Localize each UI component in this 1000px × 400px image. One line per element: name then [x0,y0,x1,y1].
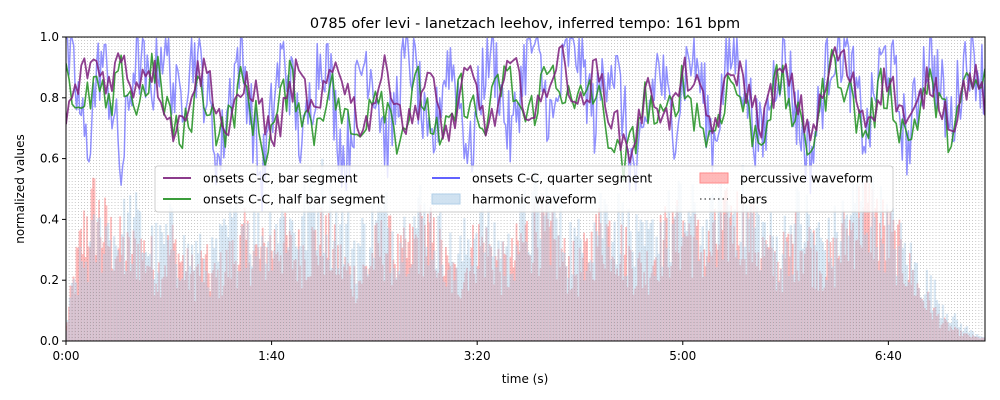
legend-swatch-percussive-waveform [699,172,729,184]
y-tick-label: 0.8 [40,91,59,105]
x-tick-label: 6:40 [875,349,902,363]
legend-label-onsets-c-c-quarter-segment: onsets C-C, quarter segment [472,171,652,186]
x-tick-label: 0:00 [53,349,80,363]
y-axis: 0.0 0.2 0.4 0.6 0.8 1.0 [40,30,66,348]
legend-label-percussive-waveform: percussive waveform [740,171,873,186]
legend-label-onsets-c-c-half-bar-segment: onsets C-C, half bar segment [203,192,385,207]
plot-area [66,37,985,341]
x-axis: 0:00 1:40 3:20 5:00 6:40 [53,341,902,363]
x-tick-label: 3:20 [464,349,491,363]
chart-title: 0785 ofer levi - lanetzach leehov, infer… [310,16,740,32]
x-axis-title: time (s) [502,372,549,386]
y-tick-label: 0.6 [40,152,59,166]
y-axis-title: normalized values [13,134,27,244]
onsets-c-c-half-bar-segment-line [66,48,985,182]
y-tick-label: 0.0 [40,334,59,348]
legend-label-bars: bars [740,192,767,207]
onsets-c-c-bar-segment-line [66,44,985,164]
legend-label-harmonic-waveform: harmonic waveform [472,192,597,207]
y-tick-label: 1.0 [40,30,59,44]
legend-swatch-harmonic-waveform [431,193,461,205]
x-tick-label: 1:40 [258,349,285,363]
onset-lines [66,37,985,212]
y-tick-label: 0.2 [40,273,59,287]
legend: onsets C-C, bar segment onsets C-C, half … [154,165,894,213]
legend-label-onsets-c-c-bar-segment: onsets C-C, bar segment [203,171,358,186]
y-tick-label: 0.4 [40,212,59,226]
onsets-c-c-quarter-segment-line [66,37,985,212]
x-tick-label: 5:00 [669,349,696,363]
plot-frame [65,36,986,342]
